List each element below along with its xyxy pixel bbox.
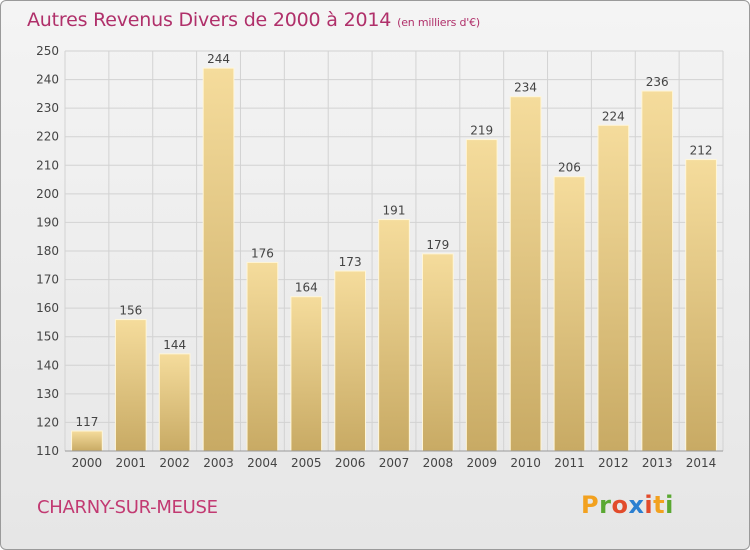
bar-2014 — [685, 159, 717, 452]
proxiti-logo: Proxiti — [581, 491, 674, 519]
x-tick-label: 2003 — [203, 456, 234, 470]
y-tick-label: 180 — [36, 244, 59, 258]
data-label-2012: 224 — [602, 109, 625, 123]
x-tick-label: 2000 — [72, 456, 103, 470]
y-tick-label: 230 — [36, 101, 59, 115]
x-tick-label: 2010 — [510, 456, 541, 470]
bar-2006 — [334, 270, 366, 452]
x-tick-label: 2009 — [466, 456, 497, 470]
y-tick-label: 110 — [36, 444, 59, 458]
y-tick-label: 140 — [36, 358, 59, 372]
bar-2008 — [422, 253, 454, 452]
data-label-2008: 179 — [426, 238, 449, 252]
data-label-2002: 144 — [163, 338, 186, 352]
x-tick-label: 2002 — [159, 456, 190, 470]
chart-unit-label: (en milliers d'€) — [397, 16, 481, 29]
y-tick-label: 200 — [36, 187, 59, 201]
data-label-2006: 173 — [339, 255, 362, 269]
data-label-2010: 234 — [514, 81, 537, 95]
y-tick-label: 210 — [36, 158, 59, 172]
bar-2012 — [597, 124, 630, 452]
data-label-2001: 156 — [119, 304, 142, 318]
data-label-2014: 212 — [690, 144, 713, 158]
chart-title: Autres Revenus Divers de 2000 à 2014 (en … — [27, 9, 480, 31]
data-label-2007: 191 — [383, 204, 406, 218]
y-tick-label: 250 — [36, 44, 59, 58]
chart-title-text: Autres Revenus Divers de 2000 à 2014 — [27, 9, 392, 31]
x-tick-label: 2005 — [291, 456, 322, 470]
bar-2000 — [71, 430, 103, 452]
data-label-2013: 236 — [646, 75, 669, 89]
logo-letter: i — [644, 491, 654, 519]
bar-2009 — [465, 139, 498, 452]
data-label-2000: 117 — [75, 415, 98, 429]
y-tick-label: 130 — [36, 387, 59, 401]
data-label-2004: 176 — [251, 246, 274, 260]
bar-2004 — [246, 261, 279, 452]
y-tick-label: 220 — [36, 130, 59, 144]
y-tick-label: 150 — [36, 330, 59, 344]
x-tick-label: 2013 — [642, 456, 673, 470]
x-tick-label: 2007 — [379, 456, 410, 470]
x-tick-label: 2001 — [116, 456, 147, 470]
logo-letter: P — [581, 491, 600, 519]
x-tick-label: 2004 — [247, 456, 278, 470]
x-tick-label: 2014 — [686, 456, 717, 470]
logo-letter: o — [611, 491, 629, 519]
bars: 117 156 144 244 176 164 173 191 179 219 234 206 224 2… — [71, 52, 717, 452]
data-label-2009: 219 — [470, 124, 493, 138]
logo-letter: x — [628, 491, 645, 519]
y-tick-label: 170 — [36, 273, 59, 287]
y-tick-label: 190 — [36, 215, 59, 229]
y-tick-label: 240 — [36, 73, 59, 87]
x-tick-label: 2008 — [423, 456, 454, 470]
bar-2007 — [378, 219, 410, 452]
bar-2002 — [158, 353, 191, 452]
y-tick-label: 120 — [36, 415, 59, 429]
bar-2001 — [114, 319, 147, 452]
data-label-2003: 244 — [207, 52, 230, 66]
x-tick-label: 2011 — [554, 456, 585, 470]
town-name: CHARNY-SUR-MEUSE — [37, 497, 218, 518]
data-label-2005: 164 — [295, 281, 318, 295]
data-label-2011: 206 — [558, 161, 581, 175]
bar-2005 — [290, 296, 323, 452]
logo-letter: i — [665, 491, 674, 519]
logo-letter: t — [653, 491, 666, 519]
bar-2013 — [641, 90, 674, 452]
x-tick-label: 2012 — [598, 456, 629, 470]
x-tick-label: 2006 — [335, 456, 366, 470]
bar-2003 — [202, 67, 235, 452]
logo-letter: r — [599, 491, 612, 519]
bar-2011 — [553, 176, 586, 452]
y-tick-label: 160 — [36, 301, 59, 315]
bar-2010 — [509, 96, 542, 452]
axes: 110 120 130 140 150 160 170 180 190 200 210 220 230 2… — [36, 44, 723, 470]
